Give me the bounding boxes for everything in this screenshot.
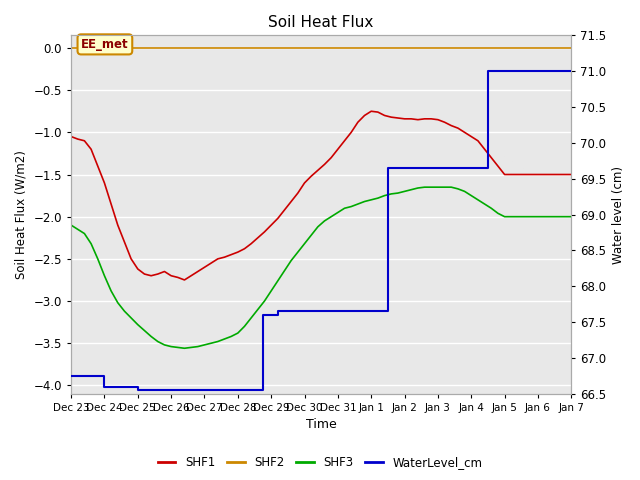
Y-axis label: Water level (cm): Water level (cm) — [612, 166, 625, 264]
Text: EE_met: EE_met — [81, 38, 129, 51]
Legend: SHF1, SHF2, SHF3, WaterLevel_cm: SHF1, SHF2, SHF3, WaterLevel_cm — [153, 452, 487, 474]
Title: Soil Heat Flux: Soil Heat Flux — [269, 15, 374, 30]
X-axis label: Time: Time — [306, 419, 337, 432]
Y-axis label: Soil Heat Flux (W/m2): Soil Heat Flux (W/m2) — [15, 150, 28, 279]
